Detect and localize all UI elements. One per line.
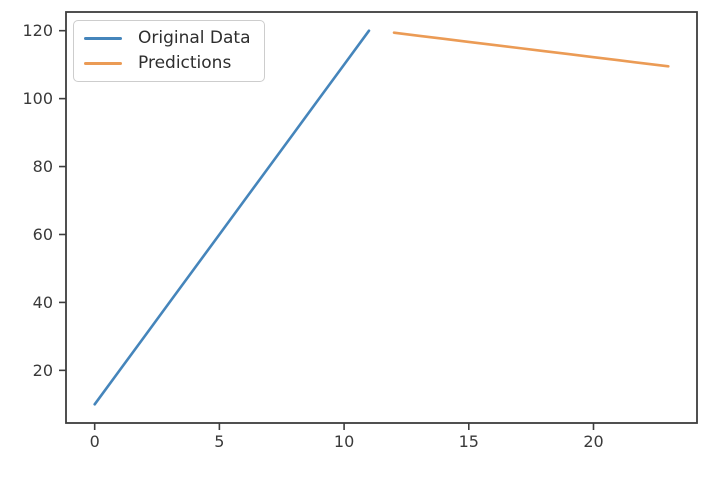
x-axis-tick-label: 5 [214,432,224,451]
y-axis-tick-label: 120 [22,21,53,40]
legend-line-swatch-original-data [84,37,122,40]
x-axis-tick-label: 15 [459,432,479,451]
x-axis-tick-label: 0 [90,432,100,451]
x-axis-tick-label: 20 [583,432,603,451]
legend-label-original-data: Original Data [138,28,251,48]
legend-label-predictions: Predictions [138,53,232,73]
y-axis-tick-label: 100 [22,89,53,108]
legend-line-swatch-predictions [84,62,122,65]
series-line-original-data [93,29,371,406]
plot-spines [65,11,698,424]
y-axis-tick-label: 20 [33,361,53,380]
y-axis-tick-label: 80 [33,157,53,176]
legend-item-predictions: Predictions [84,51,251,76]
legend-item-original-data: Original Data [84,26,251,51]
x-axis-tick-label: 10 [334,432,354,451]
series-line-predictions [392,31,670,68]
y-axis-tick-label: 40 [33,293,53,312]
legend: Original Data Predictions [73,20,265,82]
y-axis-tick-label: 60 [33,225,53,244]
